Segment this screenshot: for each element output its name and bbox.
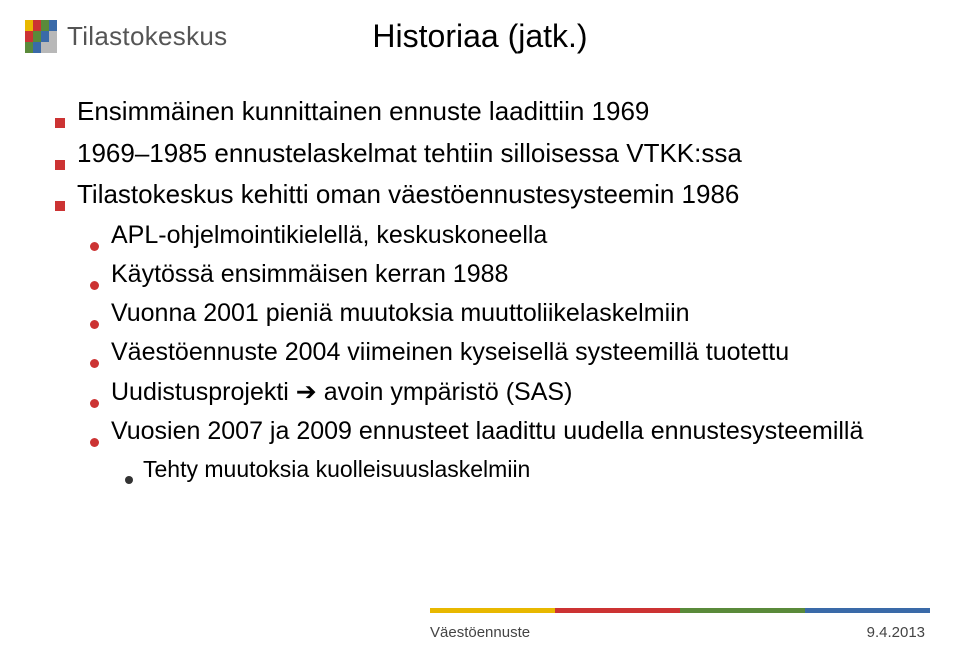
slide-title: Historiaa (jatk.): [0, 18, 960, 55]
bullet-level2: Käytössä ensimmäisen kerran 1988: [90, 259, 915, 290]
bullet-text: Uudistusprojekti ➔ avoin ympäristö (SAS): [111, 377, 572, 408]
bullet-level2: Vuosien 2007 ja 2009 ennusteet laadittu …: [90, 416, 915, 447]
square-bullet-icon: [55, 160, 65, 170]
bullet-text: 1969–1985 ennustelaskelmat tehtiin sillo…: [77, 137, 742, 170]
slide-content: Ensimmäinen kunnittainen ennuste laaditt…: [55, 95, 915, 492]
dot-bullet-icon: [90, 359, 99, 368]
bullet-level1: 1969–1985 ennustelaskelmat tehtiin sillo…: [55, 137, 915, 170]
bullet-text: Vuonna 2001 pieniä muutoksia muuttoliike…: [111, 298, 690, 329]
dot-bullet-icon: [90, 242, 99, 251]
bullet-text: Ensimmäinen kunnittainen ennuste laaditt…: [77, 95, 649, 128]
footer-divider: [430, 608, 930, 613]
bullet-text: Käytössä ensimmäisen kerran 1988: [111, 259, 508, 290]
bullet-text: Väestöennuste 2004 viimeinen kyseisellä …: [111, 337, 789, 368]
footer-left-text: Väestöennuste: [430, 624, 530, 641]
bullet-level1: Tilastokeskus kehitti oman väestöennuste…: [55, 178, 915, 211]
square-bullet-icon: [55, 118, 65, 128]
bullet-text: APL-ohjelmointikielellä, keskuskoneella: [111, 220, 547, 251]
bullet-level1: Ensimmäinen kunnittainen ennuste laaditt…: [55, 95, 915, 128]
dot-bullet-icon: [90, 320, 99, 329]
bullet-level2: Uudistusprojekti ➔ avoin ympäristö (SAS): [90, 377, 915, 408]
dot-bullet-icon: [125, 476, 133, 484]
dot-bullet-icon: [90, 281, 99, 290]
square-bullet-icon: [55, 201, 65, 211]
bullet-level2: Vuonna 2001 pieniä muutoksia muuttoliike…: [90, 298, 915, 329]
bullet-text: Vuosien 2007 ja 2009 ennusteet laadittu …: [111, 416, 863, 447]
bullet-text: Tilastokeskus kehitti oman väestöennuste…: [77, 178, 739, 211]
bullet-level3: Tehty muutoksia kuolleisuuslaskelmiin: [125, 455, 915, 484]
footer-right-text: 9.4.2013: [867, 624, 925, 641]
bullet-text: Tehty muutoksia kuolleisuuslaskelmiin: [143, 455, 530, 484]
dot-bullet-icon: [90, 399, 99, 408]
bullet-level2: Väestöennuste 2004 viimeinen kyseisellä …: [90, 337, 915, 368]
dot-bullet-icon: [90, 438, 99, 447]
bullet-level2: APL-ohjelmointikielellä, keskuskoneella: [90, 220, 915, 251]
